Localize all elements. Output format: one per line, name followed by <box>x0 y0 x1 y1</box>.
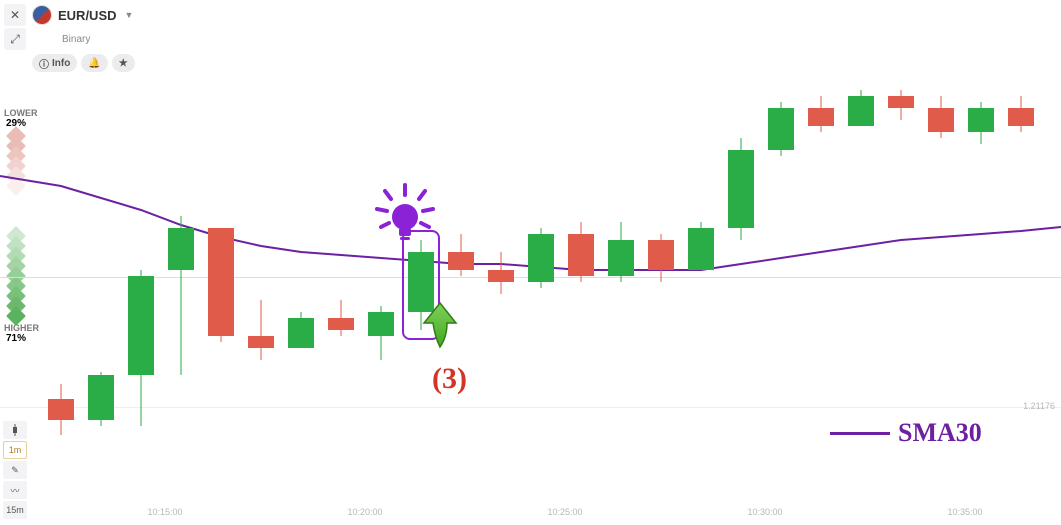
x-tick: 10:30:00 <box>747 507 782 517</box>
x-tick: 10:35:00 <box>947 507 982 517</box>
legend-text: SMA30 <box>898 418 982 448</box>
chart-area[interactable]: 1.21176 (3)SMA30 10:15:0010:20:0010:25:0… <box>0 0 1061 525</box>
lightbulb-icon <box>373 183 437 247</box>
legend-line <box>830 432 890 435</box>
x-axis: 10:15:00 10:20:00 10:25:00 10:30:00 10:35:00 <box>0 507 1061 521</box>
up-arrow-icon <box>420 301 460 349</box>
sma-legend: SMA30 <box>830 418 982 448</box>
x-tick: 10:15:00 <box>147 507 182 517</box>
x-tick: 10:20:00 <box>347 507 382 517</box>
annotation-3-label: (3) <box>432 362 467 396</box>
x-tick: 10:25:00 <box>547 507 582 517</box>
